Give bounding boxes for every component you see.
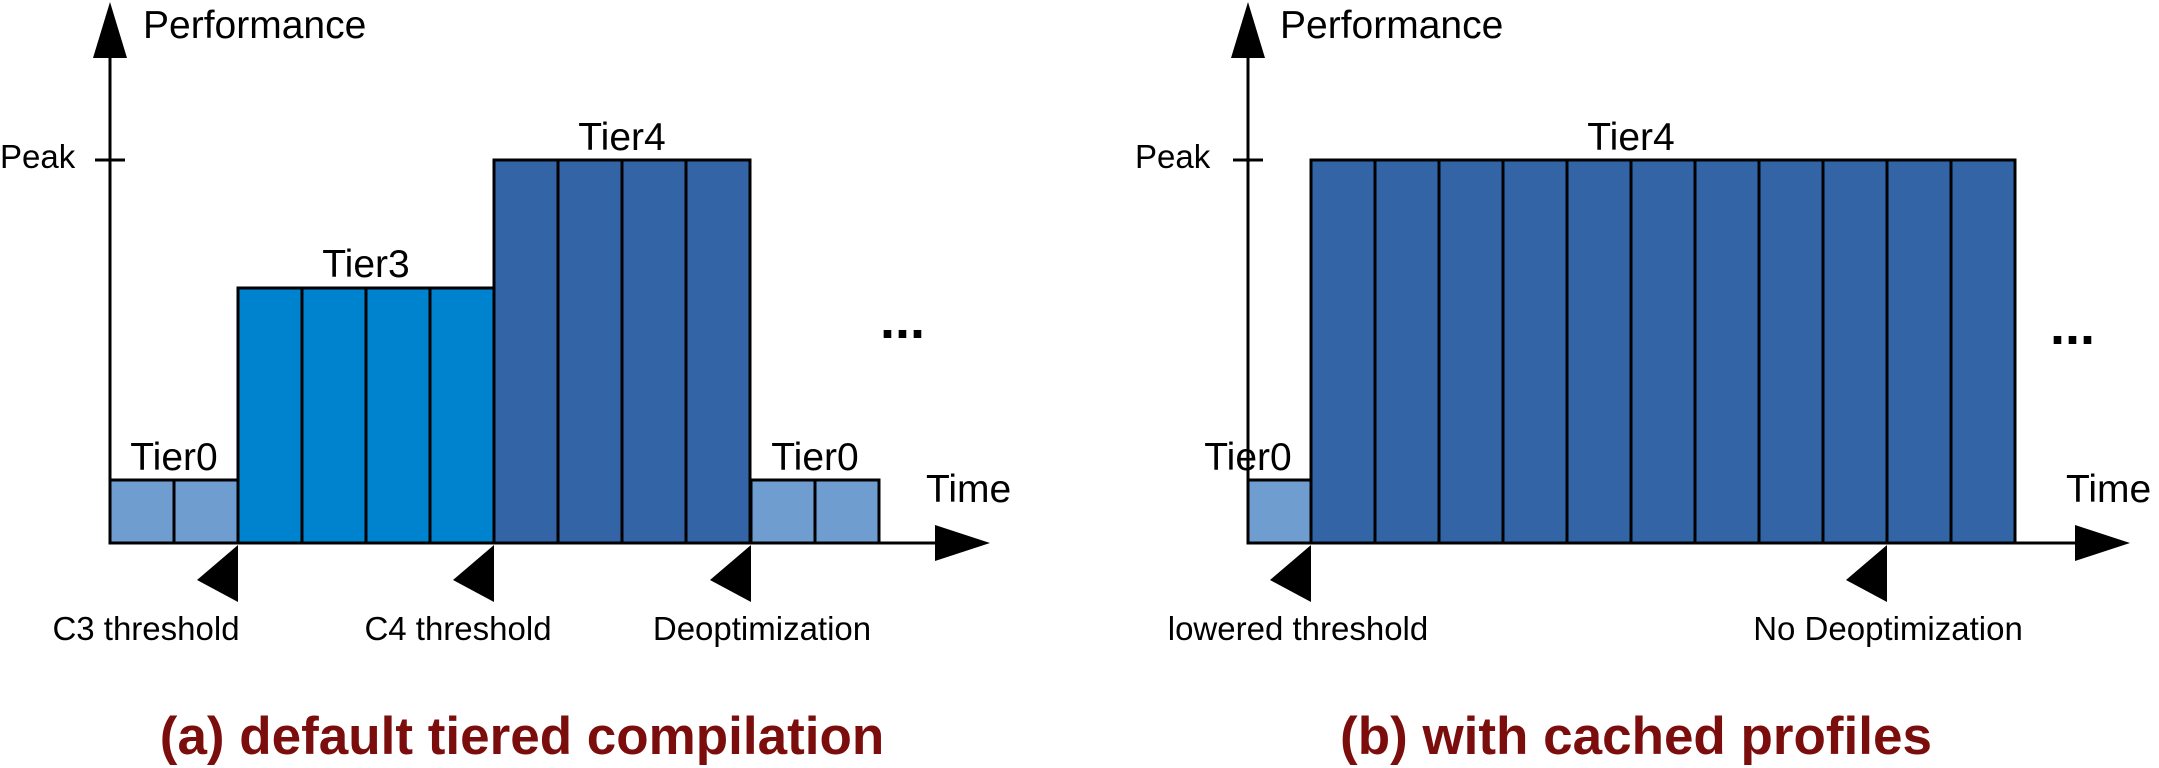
tier4-block	[492, 158, 560, 545]
tier0-start-blocks	[108, 478, 240, 545]
ellipsis-b: ...	[2050, 296, 2095, 356]
tier4-block	[1565, 158, 1633, 545]
lowered-threshold-label: lowered threshold	[1168, 610, 1429, 647]
tier4-blocks-b	[1309, 158, 2017, 545]
tier3-blocks	[236, 286, 496, 545]
y-axis-arrow-a	[93, 2, 127, 58]
peak-label-a: Peak	[0, 138, 76, 175]
tier0-block	[172, 478, 240, 545]
x-axis-label-a: Time	[926, 468, 1011, 511]
tier0-block	[813, 478, 881, 545]
tier3-block	[364, 286, 432, 545]
tier4-block	[1629, 158, 1697, 545]
c3-threshold-marker	[197, 545, 238, 602]
y-axis-label-a: Performance	[143, 4, 366, 47]
tier4-block	[1309, 158, 1377, 545]
tier0-start-label: Tier0	[130, 436, 217, 479]
tier3-block	[300, 286, 368, 545]
tier4-block	[684, 158, 752, 545]
ellipsis-a: ...	[880, 290, 925, 350]
tier3-label: Tier3	[322, 243, 409, 286]
tier3-block	[428, 286, 496, 545]
y-axis-arrow-b	[1231, 2, 1265, 58]
x-axis-label-b: Time	[2066, 468, 2151, 511]
tier0-block	[108, 478, 176, 545]
tier4-label: Tier4	[578, 116, 665, 159]
tier3-block	[236, 286, 304, 545]
tier4-block	[1437, 158, 1505, 545]
tier4-block	[1693, 158, 1761, 545]
panel-b: Performance Time Peak Tier0 Tier4 ... lo…	[1135, 2, 2151, 766]
c3-threshold-label: C3 threshold	[52, 610, 239, 647]
caption-b: (b) with cached profiles	[1340, 707, 1932, 766]
tier0-end-label: Tier0	[771, 436, 858, 479]
tier4-block	[1757, 158, 1825, 545]
tier4-label-b: Tier4	[1587, 116, 1674, 159]
tier4-block	[556, 158, 624, 545]
y-axis-label-b: Performance	[1280, 4, 1503, 47]
tier4-block	[1885, 158, 1953, 545]
tier0-label-b: Tier0	[1204, 436, 1291, 479]
tier4-block	[1949, 158, 2017, 545]
x-axis-arrow-a	[935, 525, 990, 561]
lowered-threshold-marker	[1270, 545, 1311, 602]
deoptimization-marker	[710, 545, 751, 602]
panel-a: Performance Time Peak Tier0 Tier3 Tier4 …	[0, 2, 1011, 766]
tier4-block	[1821, 158, 1889, 545]
tier4-block	[620, 158, 688, 545]
caption-a: (a) default tiered compilation	[160, 707, 884, 766]
tier4-block	[1501, 158, 1569, 545]
tier0-block	[749, 478, 817, 545]
no-deoptimization-marker	[1846, 545, 1887, 602]
deoptimization-label: Deoptimization	[653, 610, 871, 647]
tier4-blocks	[492, 158, 752, 545]
no-deoptimization-label: No Deoptimization	[1753, 610, 2023, 647]
c4-threshold-label: C4 threshold	[364, 610, 551, 647]
tier0-end-blocks	[749, 478, 881, 545]
c4-threshold-marker	[453, 545, 494, 602]
tier0-block	[1246, 478, 1313, 545]
x-axis-arrow-b	[2075, 525, 2130, 561]
peak-label-b: Peak	[1135, 138, 1211, 175]
tier4-block	[1373, 158, 1441, 545]
